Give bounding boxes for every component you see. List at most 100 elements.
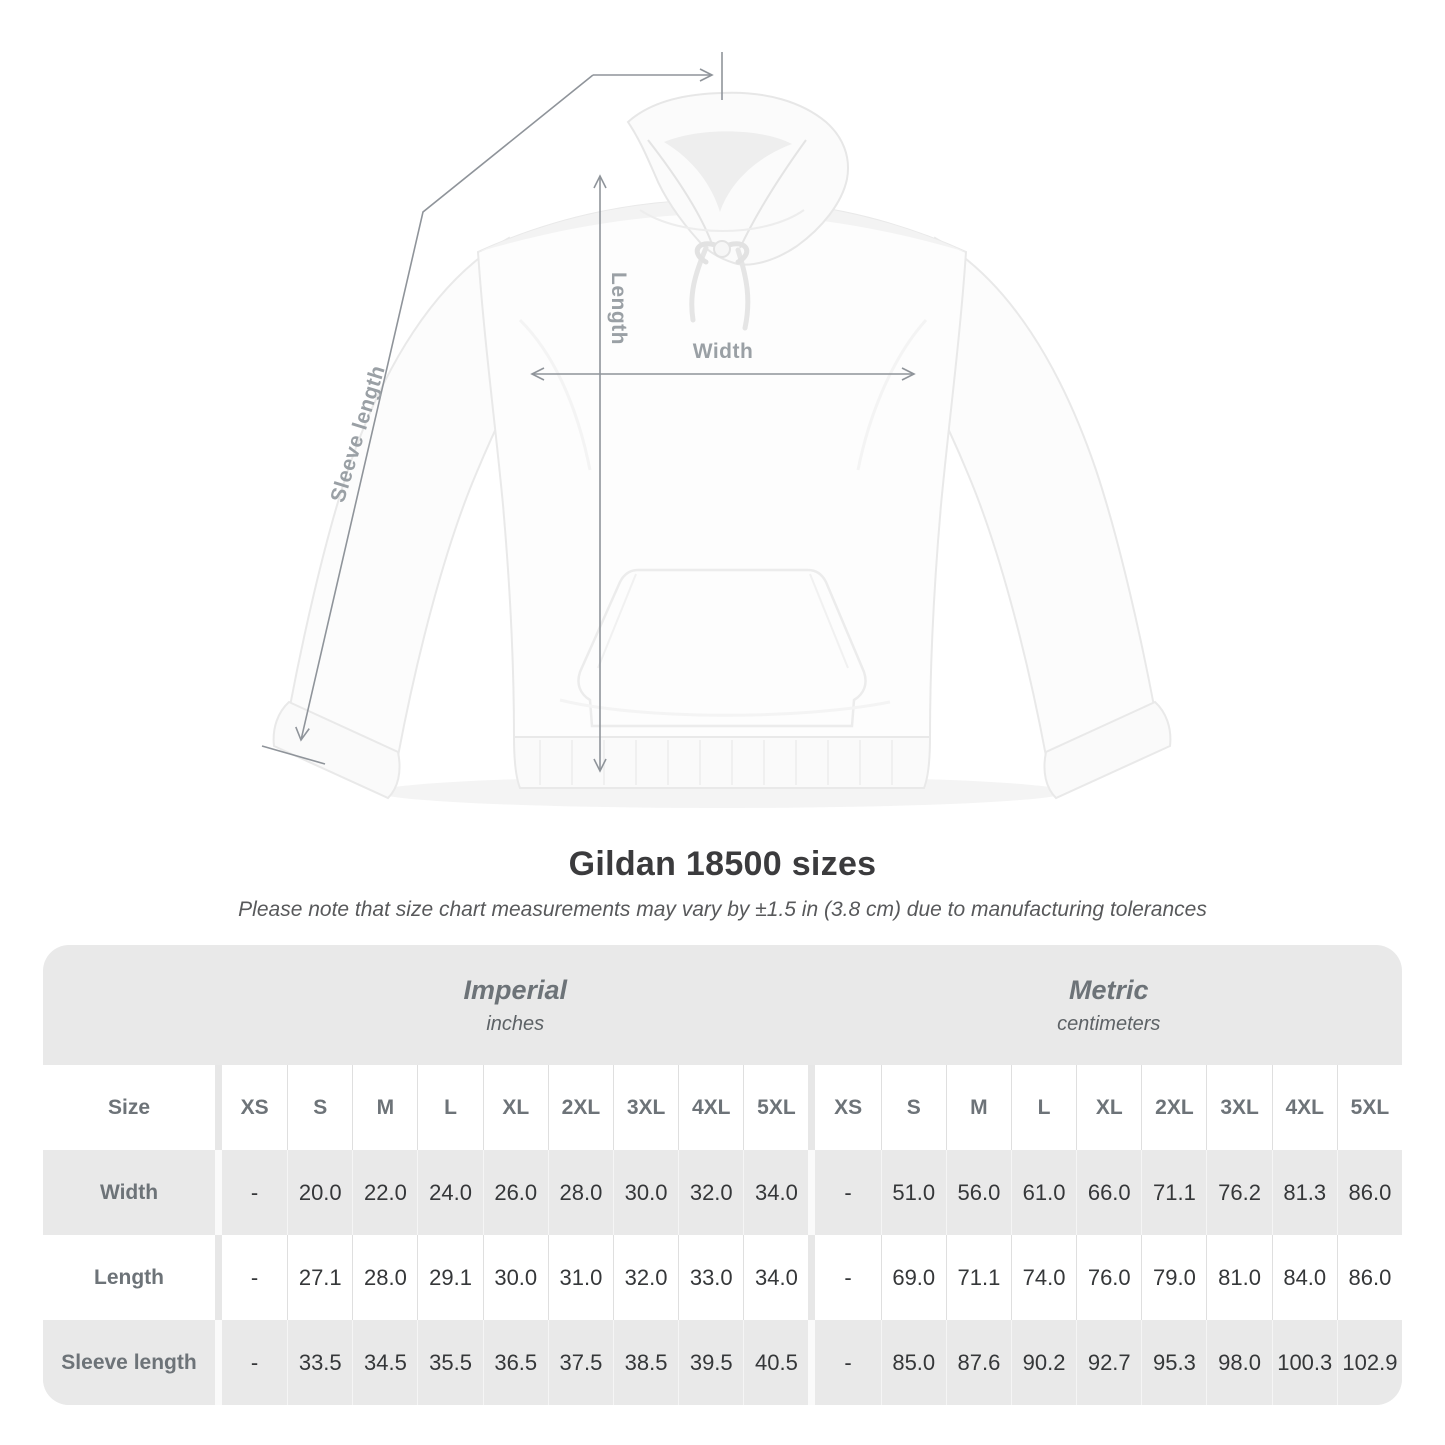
row-label: Width (99, 1180, 159, 1204)
size-column-header: 4XL (678, 1065, 743, 1150)
measurement-value-cell: 98.0 (1206, 1320, 1271, 1405)
measurement-value-cell: 76.0 (1076, 1235, 1141, 1320)
size-column-header: M (945, 1065, 1011, 1150)
measurement-value-cell: 95.3 (1141, 1320, 1206, 1405)
size-column-header: 4XL (1271, 1065, 1337, 1150)
measurement-value-cell: 76.2 (1206, 1150, 1271, 1235)
measurement-value-cell: 74.0 (1010, 1235, 1076, 1320)
measurement-value-cell: 102.9 (1336, 1320, 1402, 1405)
group-divider (215, 1065, 222, 1150)
size-column-label: Size (107, 1095, 151, 1119)
measurement-value-cell: 86.0 (1336, 1235, 1402, 1320)
metric-group-title: Metric (1068, 974, 1149, 1005)
measurement-value-cell: 100.3 (1271, 1320, 1337, 1405)
group-divider (808, 1065, 816, 1150)
group-divider (215, 1235, 222, 1320)
group-divider (215, 1320, 222, 1405)
length-arrow (593, 174, 607, 773)
drawstring-knot (713, 240, 731, 258)
measurement-value-cell: 28.0 (547, 1150, 613, 1235)
measurement-value-cell: - (250, 1349, 259, 1375)
measurement-value-cell: 34.0 (743, 1235, 808, 1320)
tolerance-note: Please note that size chart measurements… (238, 898, 1207, 921)
kangaroo-pocket (577, 568, 867, 728)
measurement-value-cell: 81.0 (1206, 1235, 1271, 1320)
pocket-opening-right (809, 573, 849, 669)
length-dimension-label: Length (607, 272, 630, 345)
row-label: Sleeve length (61, 1350, 197, 1374)
size-column-header: XS (240, 1095, 269, 1119)
imperial-group-title: Imperial (463, 974, 568, 1005)
measurement-value-cell: 84.0 (1271, 1235, 1337, 1320)
right-cuff (1043, 700, 1172, 800)
measurement-value-cell: 28.0 (352, 1235, 417, 1320)
size-column-header: XL (482, 1065, 548, 1150)
size-column-header: 2XL (547, 1065, 613, 1150)
measurement-value-cell: 24.0 (417, 1150, 482, 1235)
measurement-value-cell: 35.5 (417, 1320, 482, 1405)
group-divider (215, 1150, 222, 1235)
measurement-value-cell: 20.0 (287, 1150, 352, 1235)
drawstring-left (689, 245, 709, 323)
hood-drape-line-right (739, 139, 807, 249)
size-column-header: XL (1076, 1065, 1141, 1150)
hoodie-measurement-diagram: Length Width Sleeve length (261, 52, 1172, 808)
size-column-header: 3XL (612, 1065, 678, 1150)
size-column-header: L (417, 1065, 482, 1150)
measurement-value-cell: 31.0 (547, 1235, 613, 1320)
metric-group-unit: centimeters (1057, 1012, 1161, 1035)
hem-band (512, 736, 932, 789)
size-chart-table: Imperial inches Metric centimeters Size … (43, 945, 1402, 1405)
measurement-value-cell: 90.2 (1010, 1320, 1076, 1405)
size-column-header: L (1010, 1065, 1076, 1150)
imperial-group-header: Imperial inches (222, 945, 809, 1065)
sleeve-length-arrow (261, 52, 723, 765)
size-column-header: S (880, 1065, 946, 1150)
left-cuff (272, 700, 401, 800)
measurement-value-cell: 71.1 (1141, 1150, 1206, 1235)
measurement-value-cell: - (250, 1179, 259, 1205)
size-column-header: 5XL (743, 1065, 808, 1150)
measurement-value-cell: 32.0 (612, 1235, 678, 1320)
size-column-header: 3XL (1206, 1065, 1271, 1150)
imperial-group-unit: inches (486, 1012, 545, 1035)
caption-block: Gildan 18500 sizes Please note that size… (0, 845, 1445, 922)
measurement-value-cell: 22.0 (352, 1150, 417, 1235)
metric-group-header: Metric centimeters (816, 945, 1403, 1065)
size-column-header: 2XL (1141, 1065, 1206, 1150)
page-title: Gildan 18500 sizes (568, 845, 877, 883)
measurement-value-cell: 85.0 (880, 1320, 946, 1405)
neck-seam (639, 209, 805, 232)
width-arrow (530, 367, 916, 381)
size-column-header: XS (834, 1095, 863, 1119)
group-divider (808, 1150, 816, 1235)
measurement-value-cell: 34.0 (743, 1150, 808, 1235)
group-divider (808, 1235, 816, 1320)
measurement-value-cell: 71.1 (945, 1235, 1011, 1320)
measurement-value-cell: 38.5 (612, 1320, 678, 1405)
measurement-value-cell: 66.0 (1076, 1150, 1141, 1235)
measurement-value-cell: - (844, 1349, 852, 1375)
table-row-length: Length - 27.1 28.0 29.1 30.0 31.0 32.0 33.0 34.0… (43, 1235, 1402, 1320)
pocket-opening-left (597, 573, 637, 669)
table-row-width: Width - 20.0 22.0 24.0 26.0 28.0 30.0 32.0 34.0 -… (43, 1150, 1402, 1235)
size-header-row: Size XS S M L XL 2XL 3XL 4XL 5XL XS S M L XL 2XL 3XL 4XL… (43, 1065, 1402, 1150)
measurement-value-cell: 37.5 (547, 1320, 613, 1405)
measurement-value-cell: 30.0 (612, 1150, 678, 1235)
hood-drape-line (647, 139, 713, 245)
measurement-arrows (261, 52, 916, 773)
group-divider (808, 1320, 816, 1405)
measurement-value-cell: 81.3 (1271, 1150, 1337, 1235)
measurement-value-cell: 87.6 (945, 1320, 1011, 1405)
measurement-value-cell: 29.1 (417, 1235, 482, 1320)
width-dimension-label: Width (692, 340, 754, 363)
measurement-value-cell: 61.0 (1010, 1150, 1076, 1235)
measurement-value-cell: 69.0 (880, 1235, 946, 1320)
measurement-value-cell: 33.5 (287, 1320, 352, 1405)
measurement-value-cell: 34.5 (352, 1320, 417, 1405)
measurement-value-cell: 86.0 (1336, 1150, 1402, 1235)
unit-group-header-row: Imperial inches Metric centimeters (43, 945, 1402, 1065)
measurement-value-cell: 39.5 (678, 1320, 743, 1405)
measurement-value-cell: 26.0 (482, 1150, 548, 1235)
